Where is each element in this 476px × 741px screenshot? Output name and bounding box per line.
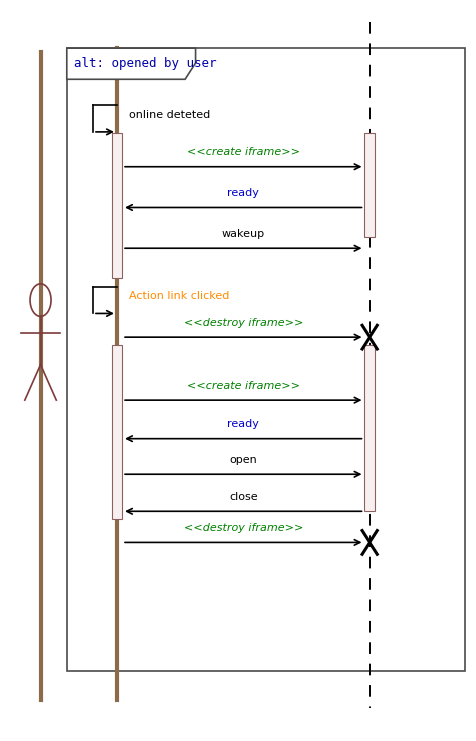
Bar xyxy=(111,133,122,278)
Text: open: open xyxy=(229,455,257,465)
Polygon shape xyxy=(67,48,464,671)
Text: Action link clicked: Action link clicked xyxy=(129,291,228,302)
Bar xyxy=(364,133,374,237)
Bar xyxy=(364,345,374,511)
Text: <<destroy iframe>>: <<destroy iframe>> xyxy=(183,523,302,533)
Text: ready: ready xyxy=(227,419,258,429)
Text: <<create iframe>>: <<create iframe>> xyxy=(187,381,299,391)
Polygon shape xyxy=(67,48,195,79)
Bar xyxy=(111,345,122,519)
Text: wakeup: wakeup xyxy=(221,229,264,239)
Text: alt: opened by user: alt: opened by user xyxy=(74,57,216,70)
Text: ready: ready xyxy=(227,188,258,198)
Text: <<destroy iframe>>: <<destroy iframe>> xyxy=(183,318,302,328)
Text: close: close xyxy=(228,492,257,502)
Text: <<create iframe>>: <<create iframe>> xyxy=(187,147,299,157)
Text: online deteted: online deteted xyxy=(129,110,209,120)
